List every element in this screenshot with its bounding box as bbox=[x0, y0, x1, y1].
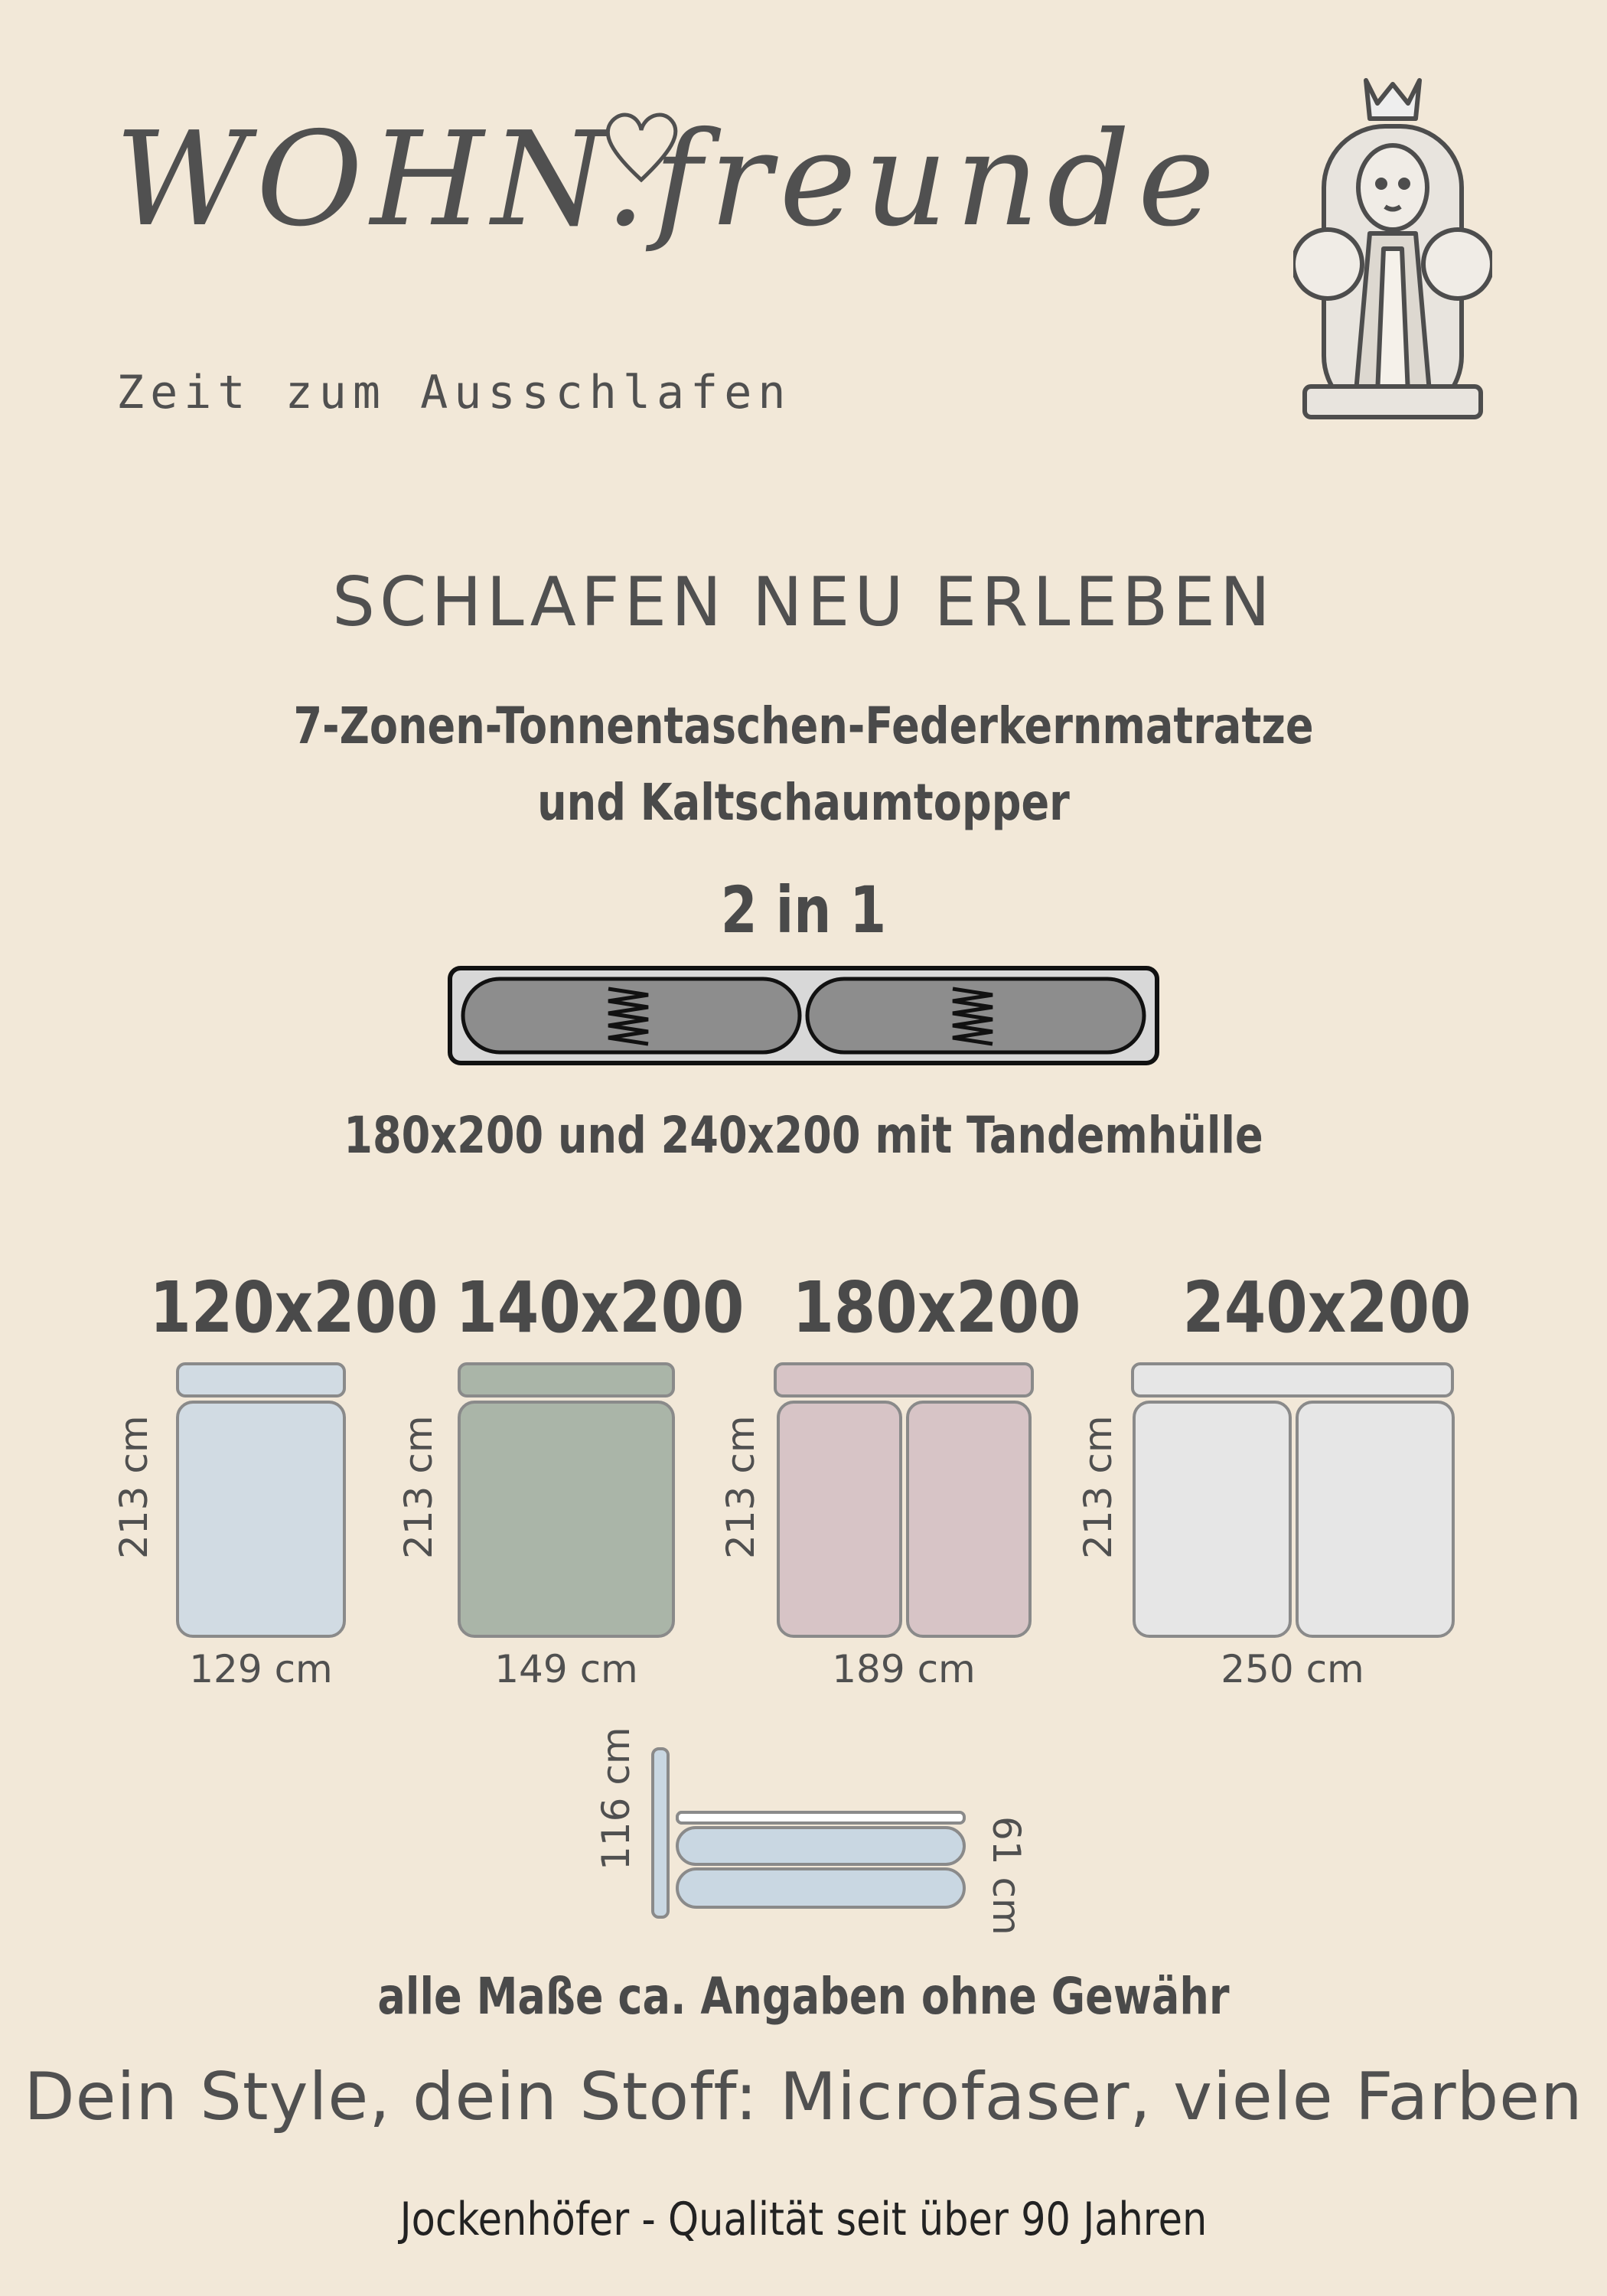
mattress-size-diagrams bbox=[176, 1362, 1455, 1638]
mattress-140 bbox=[458, 1401, 675, 1638]
size-title-120: 120x200 bbox=[149, 1267, 438, 1349]
mattress-180-right bbox=[906, 1401, 1032, 1638]
bed-side-view bbox=[651, 1747, 966, 1919]
size-title-140: 140x200 bbox=[455, 1267, 745, 1349]
brand-tagline: Zeit zum Ausschlafen bbox=[116, 366, 792, 419]
size-title-240: 240x200 bbox=[1182, 1267, 1472, 1349]
brand-logo: WOHN.freunde bbox=[115, 104, 1223, 256]
width-label-120: 129 cm bbox=[189, 1647, 333, 1691]
size-title-180: 180x200 bbox=[792, 1267, 1081, 1349]
queen-mascot-icon bbox=[1293, 78, 1492, 419]
width-label-240: 250 cm bbox=[1221, 1647, 1364, 1691]
footer-quality: Jockenhöfer - Qualität seit über 90 Jahr… bbox=[399, 2193, 1208, 2246]
tandem-cover-cross-section bbox=[448, 966, 1159, 1065]
pillow-120 bbox=[176, 1362, 346, 1397]
height-label-120: 213 cm bbox=[112, 1415, 156, 1559]
pillow-180 bbox=[774, 1362, 1034, 1397]
pillow-240 bbox=[1131, 1362, 1454, 1397]
product-name-line1: 7-Zonen-Tonnentaschen-Federkernmatratze bbox=[293, 696, 1314, 755]
logo-text: WOHN.freunde bbox=[115, 104, 1223, 256]
height-label-240: 213 cm bbox=[1076, 1415, 1120, 1559]
headline: SCHLAFEN NEU ERLEBEN bbox=[332, 563, 1275, 641]
mattress-layer-bottom bbox=[676, 1867, 966, 1909]
fabric-style-line: Dein Style, dein Stoff: Microfaser, viel… bbox=[24, 2059, 1583, 2135]
mattress-180-left bbox=[777, 1401, 902, 1638]
height-label-180: 213 cm bbox=[719, 1415, 763, 1559]
disclaimer: alle Maße ca. Angaben ohne Gewähr bbox=[377, 1967, 1230, 2026]
product-name-line2: und Kaltschaumtopper bbox=[537, 773, 1070, 832]
mattress-240-right bbox=[1296, 1401, 1455, 1638]
width-label-140: 149 cm bbox=[494, 1647, 638, 1691]
topper bbox=[676, 1811, 966, 1825]
side-depth-label: 61 cm bbox=[984, 1816, 1028, 1936]
pillow-140 bbox=[458, 1362, 675, 1397]
mattress-240-left bbox=[1133, 1401, 1292, 1638]
mattress-layer-top bbox=[676, 1826, 966, 1866]
side-height-label: 116 cm bbox=[594, 1727, 638, 1870]
heart-icon bbox=[605, 113, 678, 183]
two-in-one-badge: 2 in 1 bbox=[720, 872, 887, 947]
mattress-120 bbox=[176, 1401, 346, 1638]
tandem-sizes-note: 180x200 und 240x200 mit Tandemhülle bbox=[344, 1106, 1263, 1165]
height-label-140: 213 cm bbox=[396, 1415, 441, 1559]
width-label-180: 189 cm bbox=[832, 1647, 976, 1691]
headboard bbox=[651, 1747, 670, 1919]
